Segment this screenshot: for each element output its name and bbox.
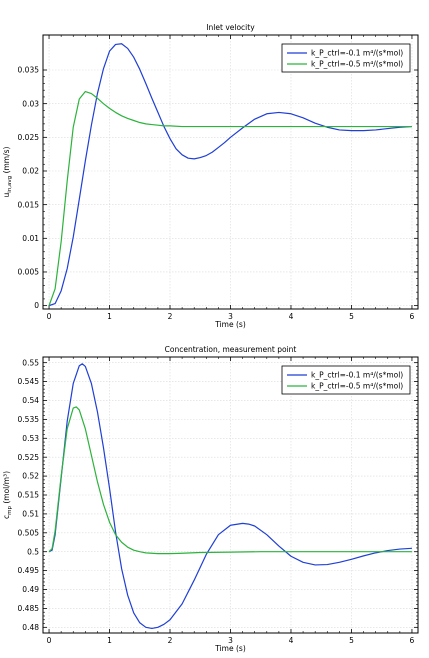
x-tick-label: 1 (107, 312, 112, 321)
series-line-1 (48, 43, 412, 307)
y-tick-label: 0.49 (22, 585, 39, 594)
legend-label-2: k_P_ctrl=-0.5 m⁴/(s*mol) (311, 60, 403, 69)
x-tick-label: 3 (228, 636, 233, 645)
x-tick-label: 4 (289, 312, 294, 321)
y-tick-label: 0.01 (22, 234, 39, 243)
legend-box (281, 365, 411, 395)
x-tick-label: 3 (228, 312, 233, 321)
y-tick-label: 0.505 (18, 528, 40, 537)
x-tick-label: 0 (47, 636, 52, 645)
y-tick-label: 0.015 (18, 200, 40, 209)
chart-1: 0 1 2 3 4 5 6 0 0.005 0.01 0.015 0.02 0.025 0.03 0.035… (2, 23, 419, 329)
legend: k_P_ctrl=-0.1 m⁴/(s*mol) k_P_ctrl=-0.5 m⁴… (281, 365, 411, 395)
y-tick-label: 0.5 (27, 547, 39, 556)
x-tick-label: 4 (289, 636, 294, 645)
y-tick-label: 0.025 (18, 133, 40, 142)
series-line-2 (48, 406, 412, 555)
x-tick-label: 0 (47, 312, 52, 321)
chart-2: 0 1 2 3 4 5 6 0.48 0.485 0.49 0.495 0.5 0.505 0.51 0.5… (2, 345, 419, 653)
y-tick-label: 0.53 (22, 434, 39, 443)
x-axis-label: Time (s) (214, 644, 246, 653)
y-tick-label: 0.495 (18, 566, 40, 575)
y-axis-label: cmp (mol/m³) (2, 471, 13, 519)
x-axis-label: Time (s) (214, 320, 246, 329)
y-tick-label: 0.55 (22, 358, 39, 367)
y-tick-label: 0.54 (22, 396, 39, 405)
legend: k_P_ctrl=-0.1 m⁴/(s*mol) k_P_ctrl=-0.5 m⁴… (281, 43, 411, 73)
x-tick-label: 2 (168, 312, 173, 321)
series-line-1 (48, 363, 412, 630)
x-tick-label: 2 (168, 636, 173, 645)
x-tick-label: 5 (349, 312, 354, 321)
y-tick-label: 0.515 (18, 491, 40, 500)
chart-title: Inlet velocity (206, 23, 255, 32)
y-tick-label: 0.035 (18, 66, 40, 75)
y-tick-label: 0.02 (22, 167, 39, 176)
x-tick-label: 6 (410, 312, 415, 321)
y-tick-label: 0.485 (18, 604, 40, 613)
y-tick-label: 0 (34, 301, 39, 310)
y-tick-label: 0.03 (22, 99, 39, 108)
x-tick-label: 1 (107, 636, 112, 645)
y-axis-label: uin,avg (mm/s) (2, 146, 13, 197)
series-line-2 (48, 90, 412, 306)
chart-title: Concentration, measurement point (165, 345, 297, 354)
y-tick-label: 0.535 (18, 415, 40, 424)
legend-label-1: k_P_ctrl=-0.1 m⁴/(s*mol) (311, 49, 403, 58)
legend-box (281, 43, 411, 73)
y-tick-label: 0.525 (18, 453, 40, 462)
x-tick-label: 6 (410, 636, 415, 645)
x-tick-label: 5 (349, 636, 354, 645)
legend-label-1: k_P_ctrl=-0.1 m⁴/(s*mol) (311, 371, 403, 380)
legend-label-2: k_P_ctrl=-0.5 m⁴/(s*mol) (311, 382, 403, 391)
y-tick-label: 0.52 (22, 472, 39, 481)
y-tick-label: 0.51 (22, 510, 39, 519)
y-tick-label: 0.005 (18, 268, 40, 277)
y-tick-label: 0.48 (22, 623, 39, 632)
y-tick-label: 0.545 (18, 377, 40, 386)
